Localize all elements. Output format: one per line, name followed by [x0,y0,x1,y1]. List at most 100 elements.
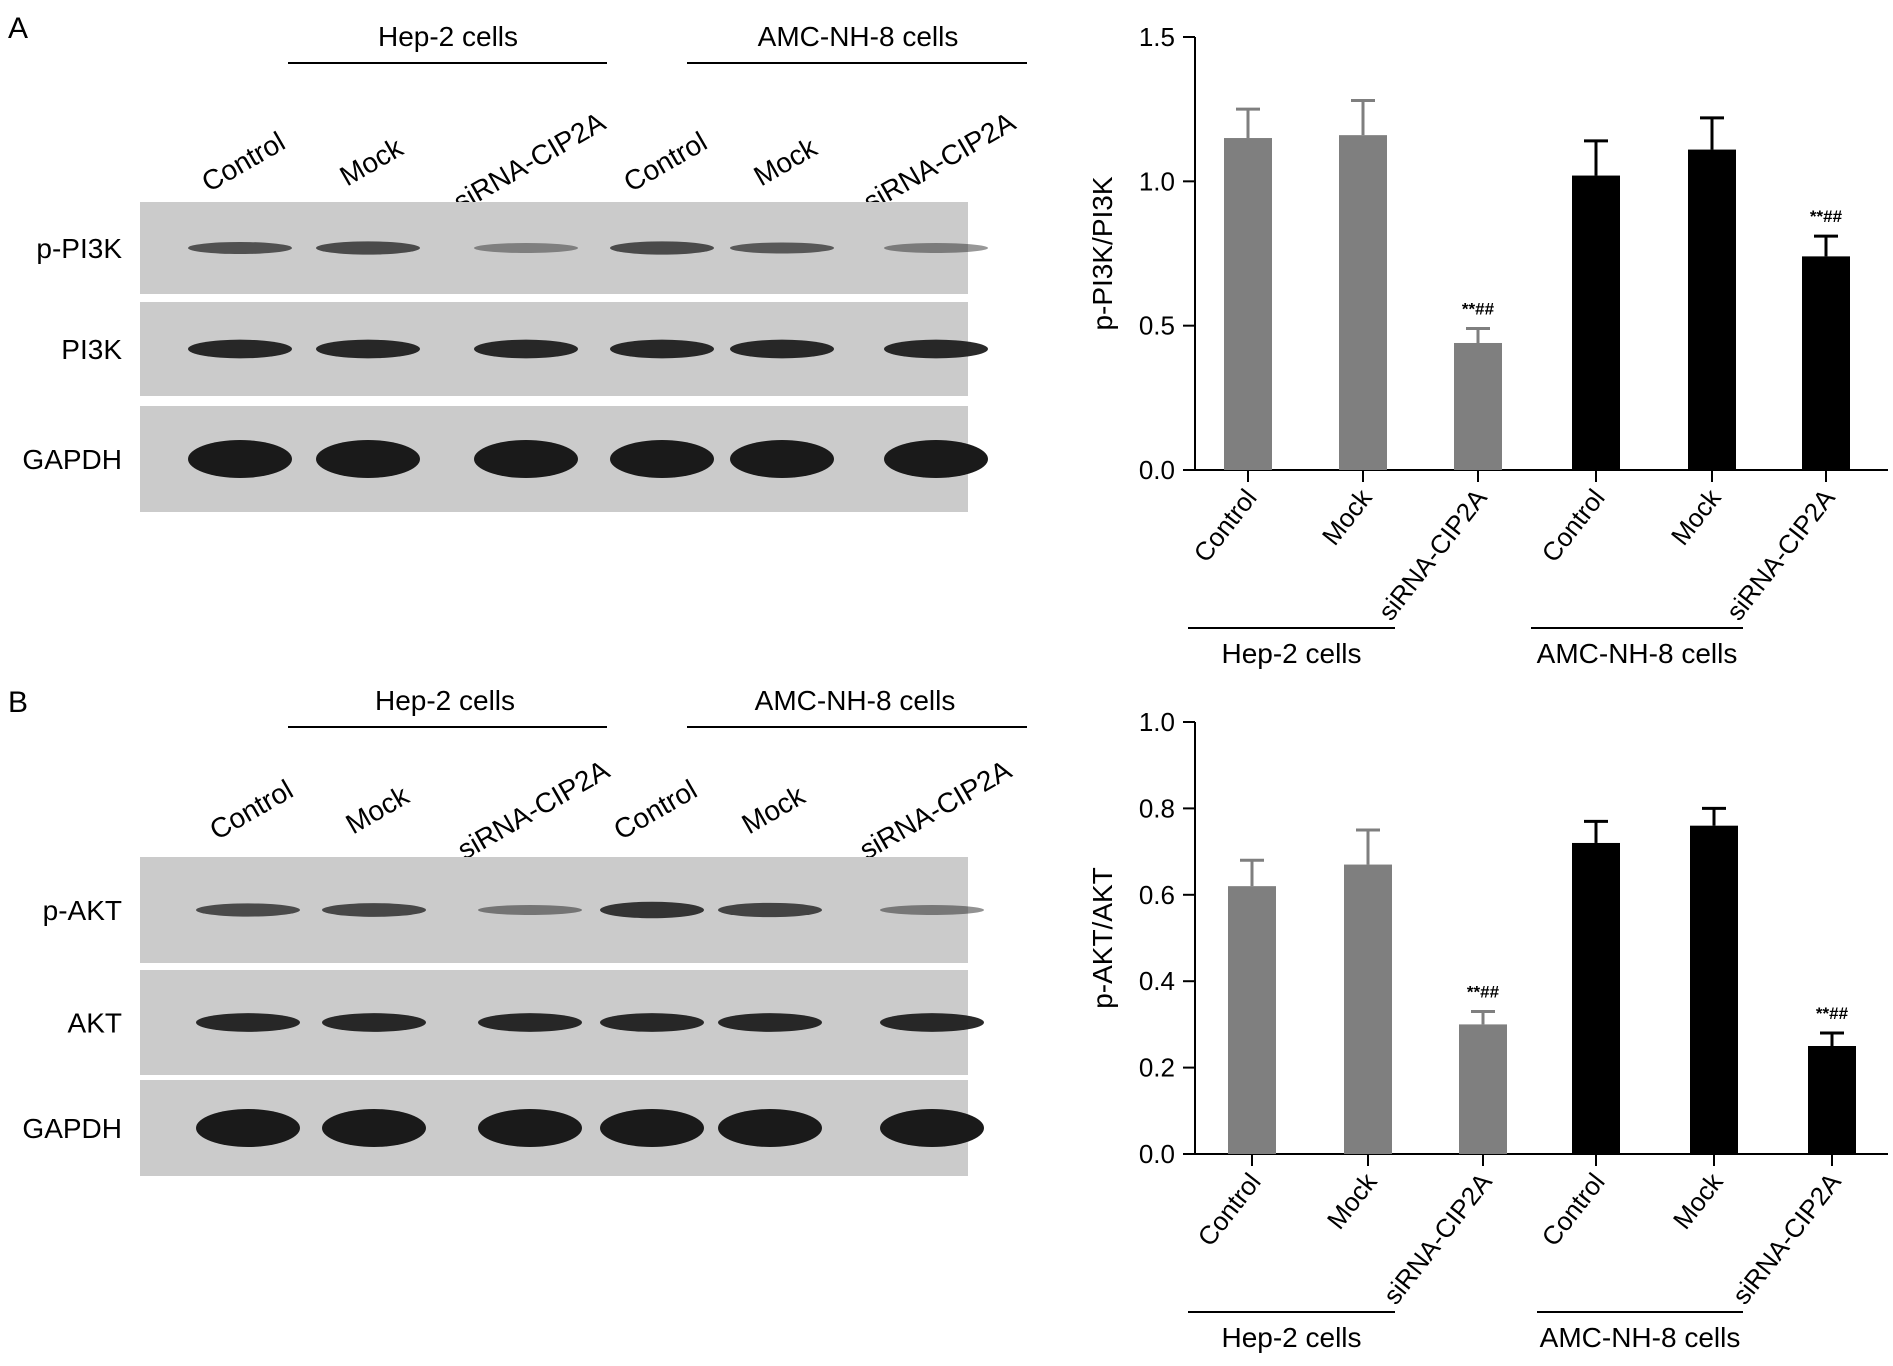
bar-chart-panel-a: 0.0 0.5 1.0 1.5 p-PI3K/PI3K Control Mock **## si… [1087,22,1888,669]
blot-band [196,903,300,917]
x-tick-label: Control [1535,1167,1610,1252]
blot-lane-label: Mock [335,131,409,192]
significance-label: **## [1810,207,1843,226]
blot-lane-label: Mock [341,779,415,840]
x-tick-label: siRNA-CIP2A [1726,1167,1847,1310]
blot-band [474,243,578,253]
bar [1572,842,1620,1154]
blot-lane-label: siRNA-CIP2A [452,754,615,866]
bar [1228,886,1276,1154]
y-tick-label: 0.4 [1139,966,1175,996]
y-tick-label: 0.0 [1139,455,1175,485]
x-tick-label: siRNA-CIP2A [1720,483,1841,626]
panel-a-letter: A [8,12,28,45]
blot-band [600,1013,704,1032]
blot-lane-label: siRNA-CIP2A [858,106,1021,218]
blot-row-label: GAPDH [22,444,122,475]
blot-lane-label: Control [196,126,290,198]
y-tick-label: 0.6 [1139,880,1175,910]
blot-band [322,903,426,917]
blot-lane-label: Mock [737,779,811,840]
bar [1339,135,1387,470]
blot-band [188,440,292,478]
x-tick-label: Control [1187,483,1262,568]
blot-band [316,339,420,359]
x-tick-label: Control [1191,1167,1266,1252]
panel-b-letter: B [8,686,28,719]
x-tick-label: Mock [1316,482,1378,550]
x-tick-label: Mock [1665,482,1727,550]
blot-lane-label: Mock [749,131,823,192]
bar [1459,1024,1507,1154]
blot-row-label: AKT [68,1008,122,1039]
western-blot-panel-a: Hep-2 cells AMC-NH-8 cells Control Mock siRN… [22,21,1027,512]
blot-lane-label: siRNA-CIP2A [854,754,1017,866]
blot-group-label: AMC-NH-8 cells [758,21,959,52]
blot-lane-label: siRNA-CIP2A [448,106,611,218]
blot-row-label: PI3K [61,334,122,365]
blot-band [600,901,704,919]
blot-band [730,339,834,359]
blot-band [316,241,420,255]
blot-band [610,440,714,478]
blot-band [478,1109,582,1147]
blot-band [718,1109,822,1147]
blot-band [884,243,988,253]
blot-group-label: AMC-NH-8 cells [755,685,956,716]
blot-band [474,339,578,359]
blot-band [718,1013,822,1032]
blot-band [478,905,582,915]
blot-band [316,440,420,478]
x-tick-label: siRNA-CIP2A [1372,483,1493,626]
y-tick-label: 1.5 [1139,22,1175,52]
bar [1688,149,1736,470]
blot-band [188,339,292,359]
x-tick-label: siRNA-CIP2A [1377,1167,1498,1310]
blot-band [610,339,714,359]
bar [1802,256,1850,470]
x-group-label: AMC-NH-8 cells [1540,1322,1741,1353]
blot-lane-label: Control [204,774,298,846]
blot-band [196,1109,300,1147]
x-group-label: Hep-2 cells [1221,638,1361,669]
y-tick-label: 0.5 [1139,311,1175,341]
y-tick-label: 0.2 [1139,1053,1175,1083]
blot-row-label: p-PI3K [36,233,122,264]
blot-group-label: Hep-2 cells [375,685,515,716]
significance-label: **## [1467,982,1500,1001]
blot-group-label: Hep-2 cells [378,21,518,52]
bar [1808,1046,1856,1154]
blot-band [196,1013,300,1032]
x-tick-label: Control [1535,483,1610,568]
y-tick-label: 0.8 [1139,793,1175,823]
blot-row-label: p-AKT [43,895,122,926]
blot-band [730,440,834,478]
bar-chart-panel-b: 0.0 0.2 0.4 0.6 0.8 1.0 p-AKT/AKT Control Mock **… [1087,707,1888,1353]
blot-band [718,902,822,918]
bar [1690,825,1738,1154]
blot-band [884,339,988,359]
significance-label: **## [1462,300,1495,319]
blot-band [478,1013,582,1032]
x-tick-label: Mock [1321,1166,1383,1234]
bar [1224,138,1272,471]
blot-row-label: GAPDH [22,1113,122,1144]
x-group-label: AMC-NH-8 cells [1537,638,1738,669]
blot-lane-label: Control [618,126,712,198]
western-blot-panel-b: Hep-2 cells AMC-NH-8 cells Control Mock siRN… [22,685,1027,1176]
bar [1572,175,1620,470]
blot-band [322,1013,426,1032]
blot-band [880,1013,984,1032]
blot-band [610,241,714,255]
x-group-label: Hep-2 cells [1221,1322,1361,1353]
bar [1344,864,1392,1154]
blot-band [322,1109,426,1147]
blot-band [884,440,988,478]
y-axis-label: p-AKT/AKT [1087,867,1118,1009]
y-tick-label: 1.0 [1139,707,1175,737]
blot-band [188,241,292,255]
y-tick-label: 1.0 [1139,166,1175,196]
y-tick-label: 0.0 [1139,1139,1175,1169]
